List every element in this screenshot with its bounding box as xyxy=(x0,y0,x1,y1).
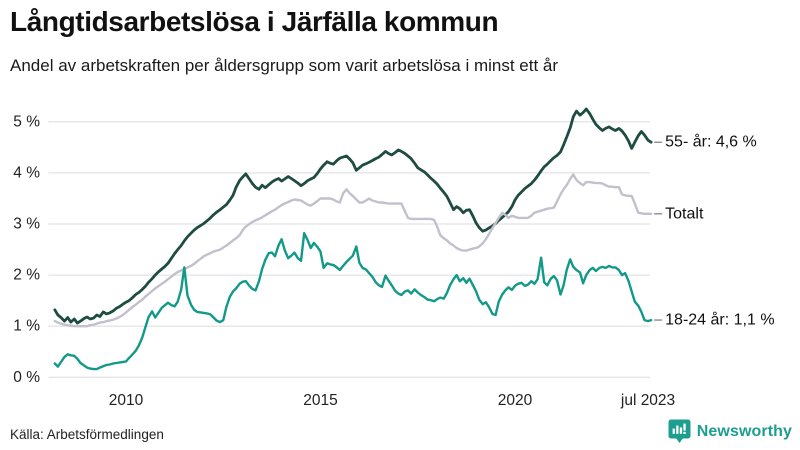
newsworthy-logo-icon xyxy=(668,419,691,443)
logo-bar-short xyxy=(672,428,675,434)
newsworthy-brand: Newsworthy xyxy=(668,419,792,445)
y-axis-label-5: 5 % xyxy=(13,113,40,130)
page-subtitle: Andel av arbetskraften per åldersgrupp s… xyxy=(10,56,559,75)
logo-bar-medium xyxy=(679,427,682,434)
y-axis-label-3: 3 % xyxy=(13,216,40,233)
y-axis-label-4: 4 % xyxy=(13,164,40,181)
x-axis-label-2015: 2015 xyxy=(303,392,337,409)
series-line-18-24-r xyxy=(53,231,653,371)
y-axis-label-1: 1 % xyxy=(13,318,40,335)
x-axis-label-jul-2023: jul 2023 xyxy=(620,392,675,409)
y-axis-label-2: 2 % xyxy=(13,267,40,284)
series-lines xyxy=(53,107,653,371)
x-axis-labels: 2010 2015 2020 jul 2023 xyxy=(109,392,675,409)
x-axis-label-2020: 2020 xyxy=(498,392,533,409)
logo-exclamation-dot xyxy=(683,431,686,434)
series-line-55-r xyxy=(53,107,653,325)
y-axis-labels: 0 % 1 % 2 % 3 % 4 % 5 % xyxy=(13,113,40,386)
grid-lines xyxy=(48,121,650,378)
end-label-18-24-r: 18-24 år: 1,1 % xyxy=(665,311,774,329)
end-label-Totalt: Totalt xyxy=(665,205,704,222)
series-line-Totalt xyxy=(53,173,653,328)
newsworthy-wordmark: Newsworthy xyxy=(696,423,792,440)
y-axis-label-0: 0 % xyxy=(13,369,40,386)
logo-exclamation-bar xyxy=(683,423,686,431)
end-label-55-r: 55- år: 4,6 % xyxy=(665,133,757,151)
page-title: Långtidsarbetslösa i Järfälla kommun xyxy=(10,6,499,37)
source-note: Källa: Arbetsförmedlingen xyxy=(10,427,164,442)
x-axis-label-2010: 2010 xyxy=(109,392,144,409)
logo-bar-tall xyxy=(675,425,679,434)
series-end-labels: 55- år: 4,6 % Totalt 18-24 år: 1,1 % xyxy=(654,133,775,329)
